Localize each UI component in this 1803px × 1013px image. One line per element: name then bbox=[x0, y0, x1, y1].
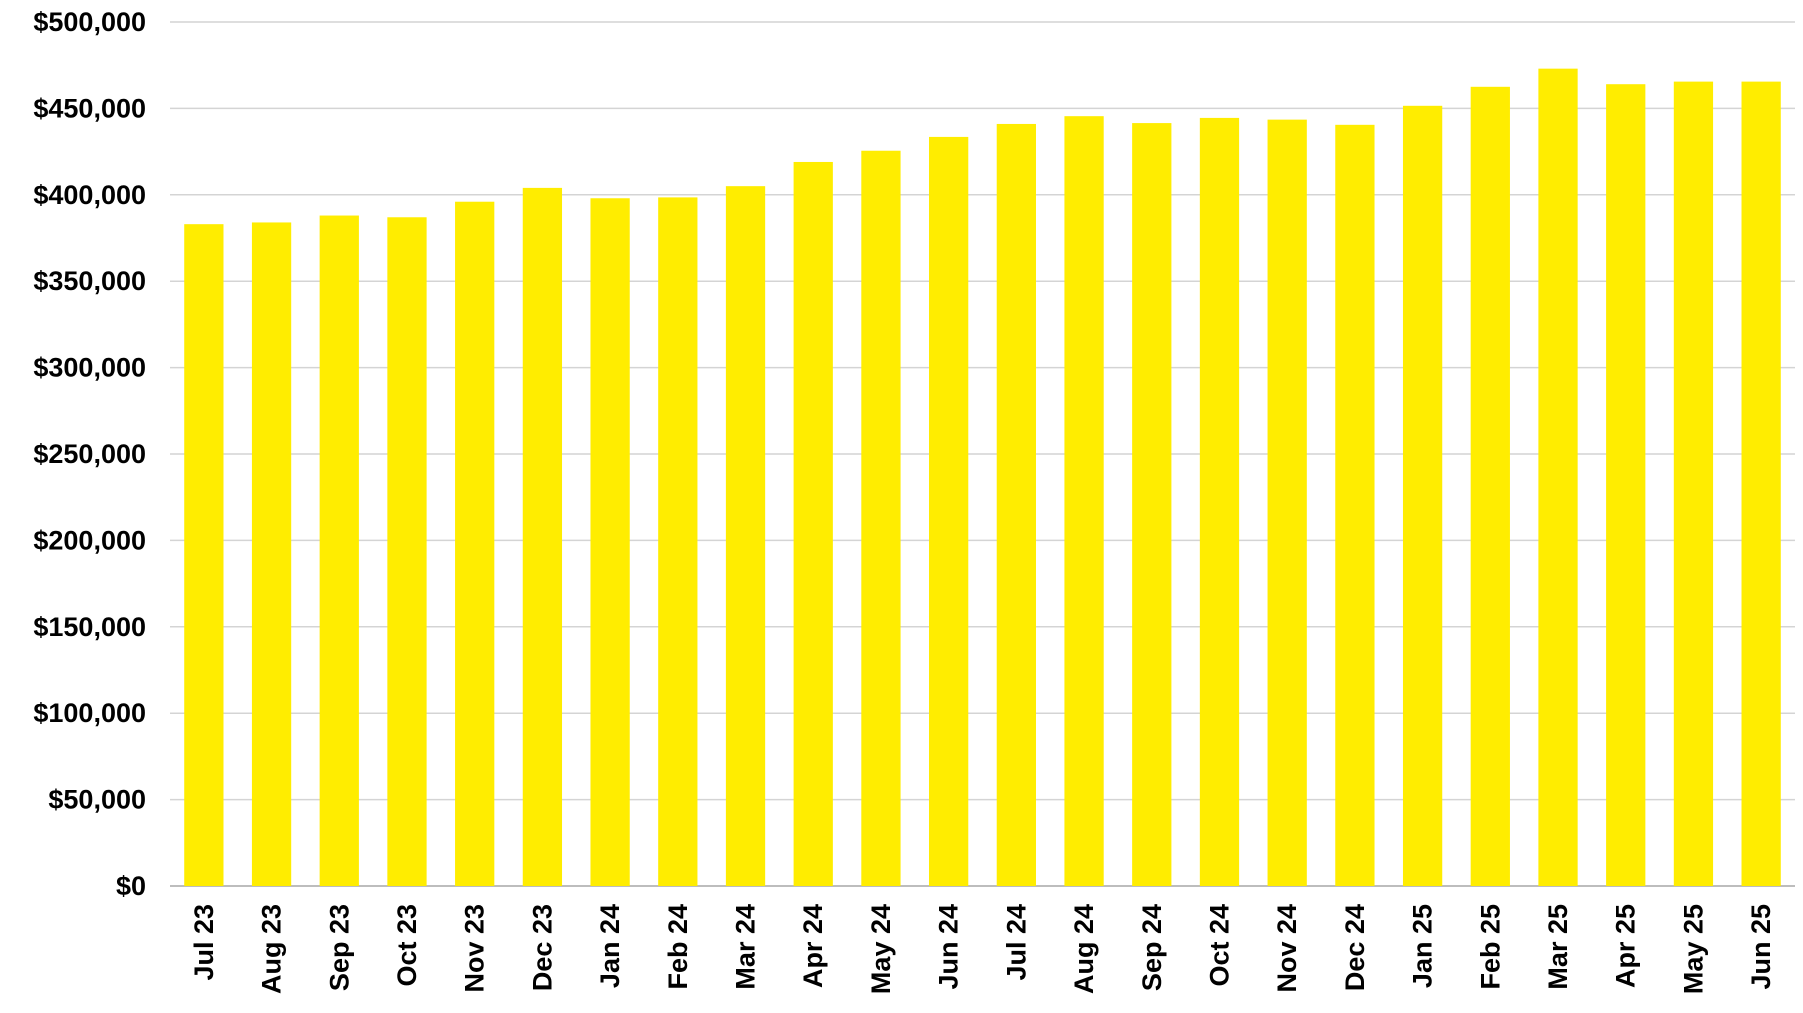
bar bbox=[1606, 84, 1646, 886]
x-tick-label: Jan 25 bbox=[1408, 904, 1438, 988]
bar bbox=[1199, 117, 1240, 887]
bar bbox=[590, 198, 630, 887]
y-tick-label: $100,000 bbox=[33, 698, 146, 728]
y-tick-label: $250,000 bbox=[33, 439, 146, 469]
x-tick-label: Nov 24 bbox=[1272, 904, 1302, 993]
bar bbox=[1538, 68, 1578, 886]
bar bbox=[1267, 119, 1307, 886]
x-tick-label: Dec 24 bbox=[1340, 904, 1370, 991]
bar bbox=[251, 222, 292, 886]
bar bbox=[793, 161, 833, 886]
x-tick-label: Apr 25 bbox=[1611, 904, 1641, 988]
x-tick-label: Oct 23 bbox=[392, 904, 422, 987]
y-tick-label: $450,000 bbox=[33, 93, 146, 123]
bar bbox=[1673, 81, 1714, 887]
bar bbox=[1064, 116, 1104, 886]
y-tick-label: $400,000 bbox=[33, 180, 146, 210]
x-tick-label: Feb 25 bbox=[1475, 904, 1505, 990]
bar bbox=[996, 123, 1036, 886]
bar bbox=[522, 187, 563, 886]
y-tick-label: $50,000 bbox=[48, 785, 146, 815]
bar bbox=[1402, 105, 1443, 887]
bar bbox=[1335, 124, 1375, 887]
y-tick-label: $500,000 bbox=[33, 7, 146, 37]
y-tick-label: $0 bbox=[116, 871, 146, 901]
y-tick-label: $200,000 bbox=[33, 525, 146, 555]
bar bbox=[455, 201, 495, 886]
x-tick-label: Jul 23 bbox=[189, 904, 219, 981]
bar bbox=[861, 150, 901, 887]
x-tick-label: Sep 24 bbox=[1137, 904, 1167, 991]
bar bbox=[929, 136, 969, 887]
x-tick-label: Dec 23 bbox=[527, 904, 557, 991]
x-tick-label: Aug 24 bbox=[1069, 904, 1099, 994]
x-tick-label: Mar 25 bbox=[1543, 904, 1573, 990]
x-tick-label: Oct 24 bbox=[1204, 904, 1234, 987]
x-tick-label: May 25 bbox=[1678, 904, 1708, 994]
bar bbox=[658, 197, 698, 887]
bar bbox=[319, 215, 359, 886]
x-tick-label: Aug 23 bbox=[257, 904, 287, 994]
bars bbox=[184, 68, 1781, 887]
bar bbox=[184, 224, 224, 886]
bar bbox=[1470, 86, 1510, 887]
x-tick-label: May 24 bbox=[866, 904, 896, 994]
x-tick-label: Apr 24 bbox=[798, 904, 828, 988]
y-tick-label: $300,000 bbox=[33, 353, 146, 383]
x-tick-label: Jun 24 bbox=[934, 904, 964, 990]
y-tick-label: $150,000 bbox=[33, 612, 146, 642]
y-axis-tick-labels: $0 $50,000 $100,000 $150,000 $200,000 $250,00… bbox=[33, 7, 146, 901]
x-tick-label: Mar 24 bbox=[731, 904, 761, 990]
bar bbox=[1741, 81, 1781, 887]
x-tick-label: Jan 24 bbox=[595, 904, 625, 988]
x-tick-label: Feb 24 bbox=[663, 904, 693, 990]
x-tick-label: Nov 23 bbox=[460, 904, 490, 993]
x-axis-tick-labels: Jul 23 Aug 23 Sep 23 Oct 23 Nov 23 Dec 23 Jan … bbox=[189, 904, 1776, 994]
bar bbox=[1132, 123, 1172, 886]
y-tick-label: $350,000 bbox=[33, 266, 146, 296]
gridlines bbox=[170, 21, 1795, 887]
bar bbox=[725, 186, 766, 886]
x-tick-label: Jul 24 bbox=[1001, 904, 1031, 981]
x-tick-label: Jun 25 bbox=[1746, 904, 1776, 990]
x-tick-label: Sep 23 bbox=[324, 904, 354, 991]
bar bbox=[387, 217, 427, 886]
